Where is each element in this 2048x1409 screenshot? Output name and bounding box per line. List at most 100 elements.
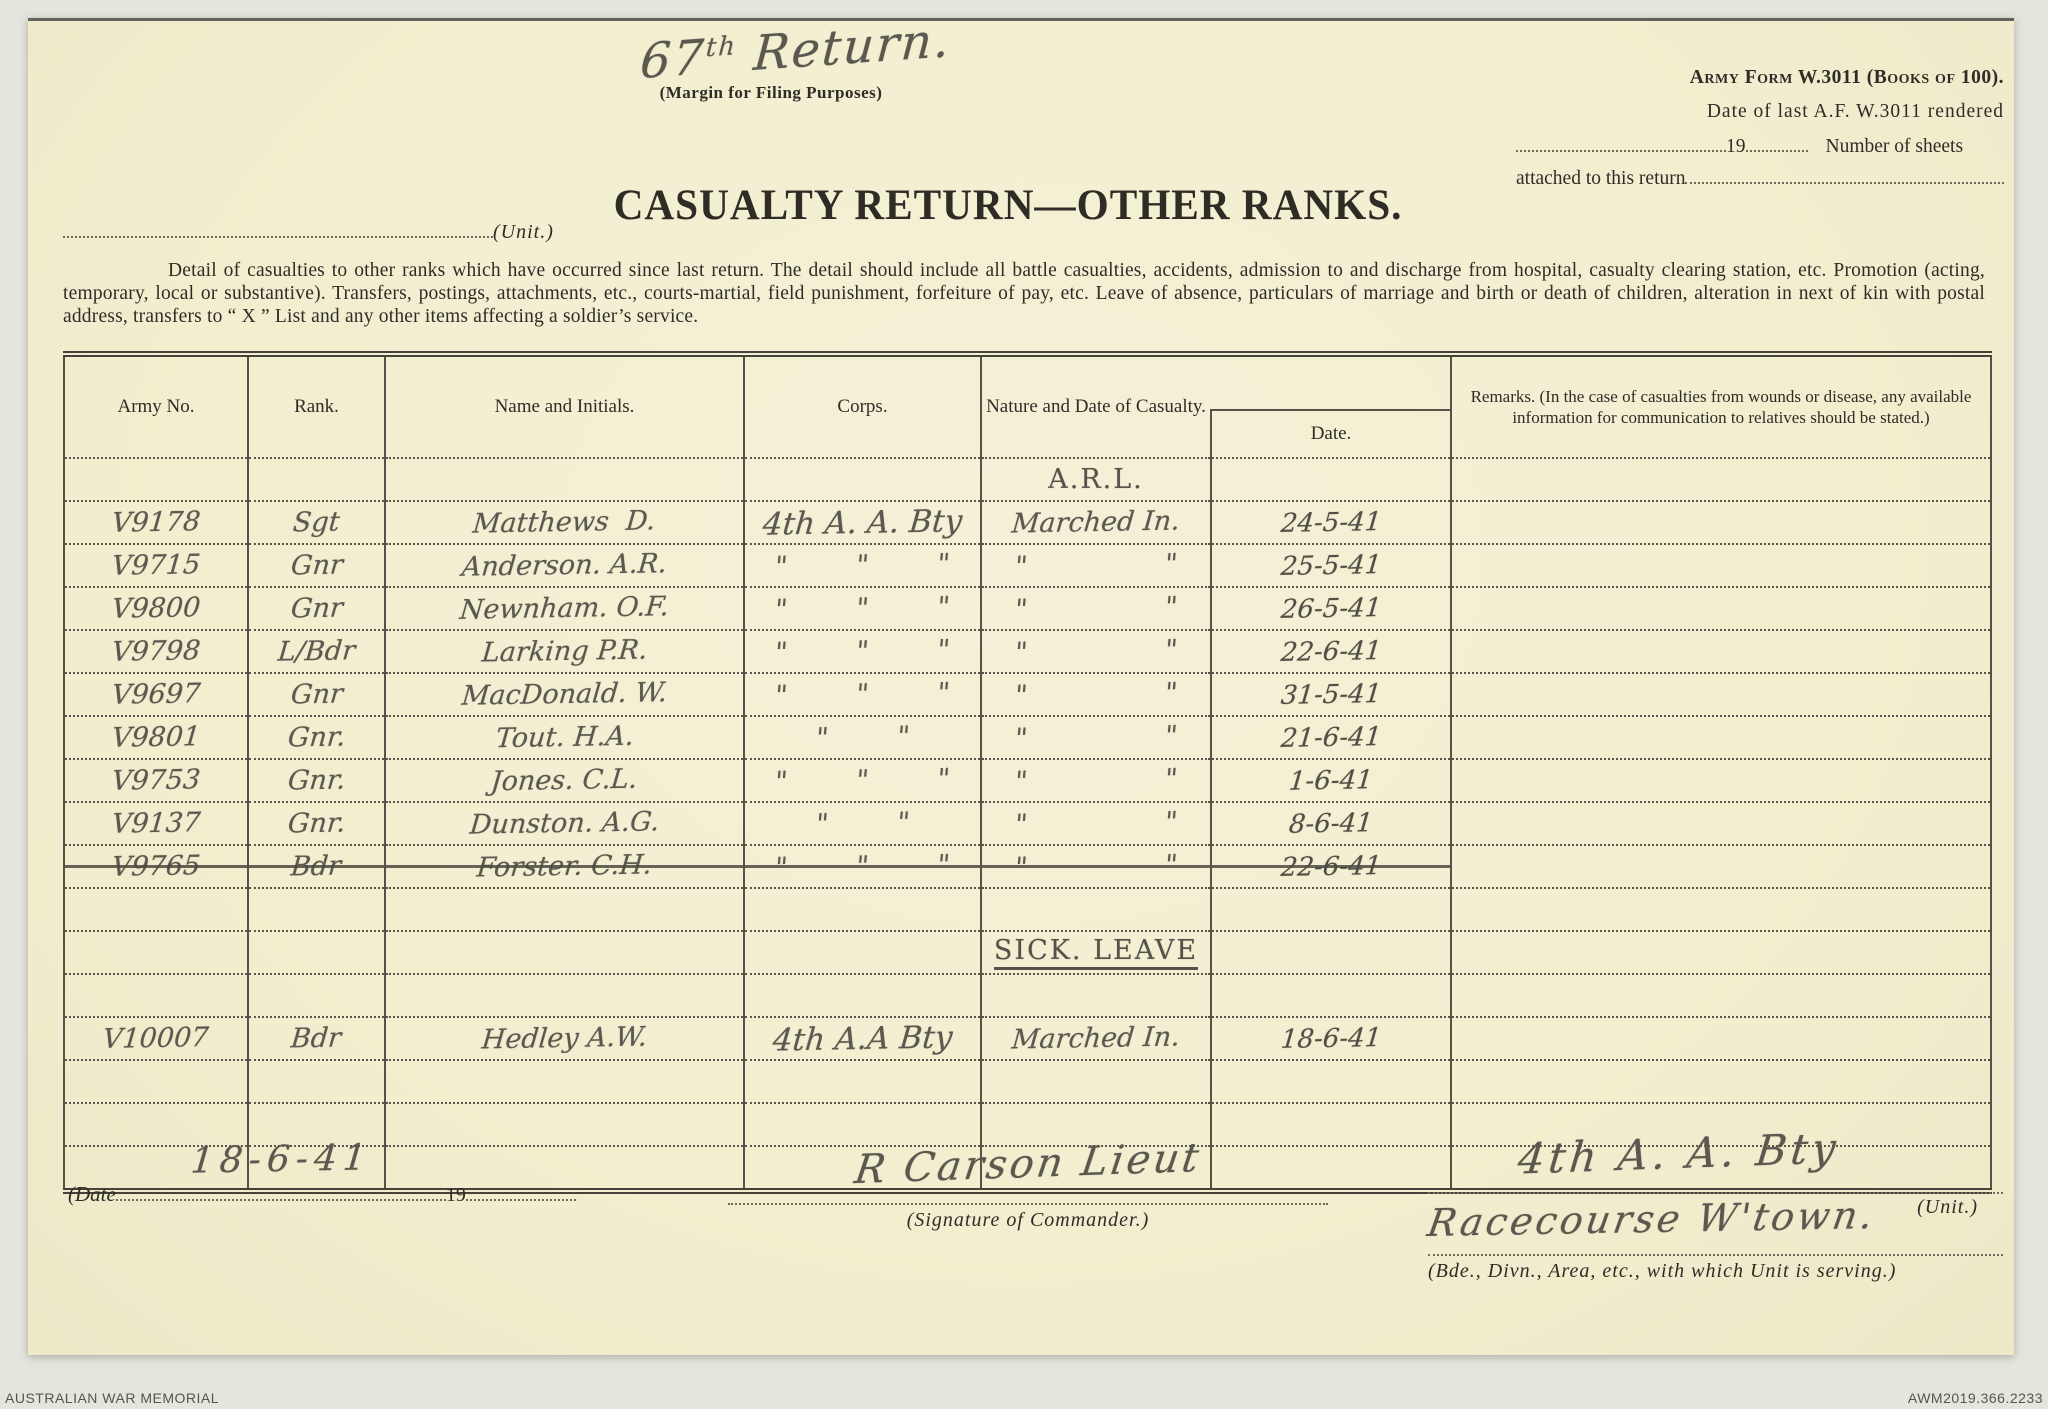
cell-corps (743, 930, 981, 974)
cell-name: Larking P.R. (384, 629, 744, 673)
cell-nature (980, 887, 1211, 931)
cell-remarks (1450, 1059, 1991, 1103)
handwritten-entry: Gnr. (286, 764, 347, 797)
handwritten-note: SICK. LEAVE (993, 935, 1199, 970)
handwritten-signature: R Carson Lieut (851, 1134, 1205, 1194)
return-word: Return. (751, 11, 954, 83)
cell-date: 31-5-41 (1210, 672, 1451, 716)
cell-date: 8-6-41 (1210, 801, 1451, 845)
fill-in-line (465, 1181, 576, 1201)
handwritten-entry: " " " (773, 677, 952, 712)
handwritten-entry: " " (1013, 849, 1179, 884)
cell-remarks (1450, 973, 1991, 1017)
handwritten-entry: Jones. C.L. (489, 763, 640, 798)
cell-army: V10007 (64, 1016, 248, 1060)
cell-nature: " " (980, 844, 1211, 888)
cell-rank: Gnr. (247, 758, 385, 802)
handwritten-entry: V9765 (110, 850, 202, 883)
handwritten-entry: 22-6-41 (1279, 850, 1383, 883)
table-row: V9137 Gnr. Dunston. A.G. " " " " 8-6-41 (64, 801, 1991, 845)
cell-date (1210, 930, 1451, 974)
cell-rank: Gnr. (247, 801, 385, 845)
handwritten-entry: 18-6-41 (1279, 1022, 1383, 1055)
handwritten-date: 18-6-41 (188, 1137, 374, 1182)
cell-army (64, 930, 248, 974)
cell-nature: Marched In. (980, 500, 1211, 544)
unit-label: (Unit.) (1917, 1195, 1978, 1218)
cell-army (64, 1059, 248, 1103)
handwritten-entry: Dunston. A.G. (468, 806, 661, 841)
header-remarks: Remarks. (In the case of casualties from… (1450, 354, 1991, 459)
cell-army (64, 887, 248, 931)
handwritten-entry: V9801 (110, 721, 202, 754)
header-nature: Nature and Date of Casualty. (980, 354, 1211, 459)
handwritten-entry: V9798 (110, 635, 202, 668)
cell-army: V9765 (64, 844, 248, 888)
handwritten-entry: V10007 (101, 1022, 211, 1055)
cell-rank: Gnr (247, 543, 385, 587)
handwritten-entry: " " (1013, 720, 1179, 755)
casualty-table: Army No. Rank. Name and Initials. Corps.… (63, 351, 1992, 1194)
form-paper: 67th Return. (Margin for Filing Purposes… (28, 12, 2014, 1355)
cell-remarks (1450, 543, 1991, 587)
attached-line: attached to this return (1516, 166, 2004, 191)
cell-army (64, 1102, 248, 1146)
handwritten-entry: Matthews D. (471, 505, 658, 540)
cell-date: 25-5-41 (1210, 543, 1451, 587)
cell-rank (247, 973, 385, 1017)
casualty-table-body: A.R.L. V9178 Sgt Matthews D. 4th A. A. Bty Ma… (64, 458, 1991, 1191)
handwritten-entry: Bdr (290, 1022, 343, 1055)
cell-army (64, 1145, 248, 1191)
cell-rank (247, 887, 385, 931)
cell-corps (743, 1059, 981, 1103)
cell-name: Jones. C.L. (384, 758, 744, 802)
unit-label: (Unit.) (493, 221, 554, 243)
handwritten-entry: Anderson. A.R. (460, 548, 669, 583)
cell-remarks (1450, 500, 1991, 544)
sheets-text: Number of sheets (1825, 135, 1964, 157)
handwritten-unit: 4th A. A. Bty (1515, 1123, 1843, 1184)
cell-name (384, 973, 744, 1017)
cell-nature: SICK. LEAVE (980, 930, 1211, 974)
archive-stamp-right: AWM2019.366.2233 (1907, 1390, 2043, 1406)
cell-corps: " " " (743, 758, 981, 802)
table-row: A.R.L. (64, 458, 1991, 501)
handwritten-entry: Gnr (289, 549, 344, 582)
sheets-line: 19 Number of sheets (1516, 133, 2004, 158)
unit-fill-line: (Unit.) (63, 219, 554, 244)
cell-nature: " " (980, 629, 1211, 673)
army-form-block: Army Form W.3011 (Books of 100). Date of… (1516, 67, 2004, 190)
cell-corps: " " (743, 801, 981, 845)
cell-nature (980, 1145, 1211, 1191)
header-date: Date. (1210, 409, 1451, 459)
table-row: V9753 Gnr. Jones. C.L. " " " " " 1-6-41 (64, 758, 1991, 802)
signature-label: (Signature of Commander.) (906, 1208, 1150, 1231)
fill-in-line (1745, 133, 1808, 152)
handwritten-entry: " " (1013, 677, 1179, 712)
cell-army: V9178 (64, 500, 248, 544)
table-row (64, 887, 1991, 931)
handwritten-entry: Sgt (291, 506, 342, 539)
cell-rank: Bdr (247, 844, 385, 888)
handwritten-entry: V9137 (110, 807, 202, 840)
handwritten-entry: " " " (773, 591, 952, 626)
cell-remarks (1450, 844, 1991, 888)
year-prefix: 19 (1726, 135, 1746, 157)
cell-date (1210, 1145, 1451, 1191)
footer-date-line: (Date 18-6-41 19 (68, 1137, 576, 1207)
cell-rank: Gnr (247, 586, 385, 630)
cell-date: 22-6-41 (1210, 844, 1451, 888)
cell-remarks (1450, 801, 1991, 845)
cell-rank (247, 458, 385, 501)
cell-army (64, 458, 248, 501)
cell-corps (743, 1145, 981, 1191)
cell-remarks (1450, 1016, 1991, 1060)
handwritten-entry: Gnr (289, 592, 344, 625)
handwritten-return-number: 67th Return. (638, 12, 953, 90)
handwritten-entry: " " " (773, 634, 952, 669)
handwritten-entry: Tout. H.A. (494, 720, 635, 755)
cell-date: 22-6-41 (1210, 629, 1451, 673)
cell-corps: " " " (743, 629, 981, 673)
cell-date (1210, 887, 1451, 931)
cell-corps: " " " (743, 586, 981, 630)
